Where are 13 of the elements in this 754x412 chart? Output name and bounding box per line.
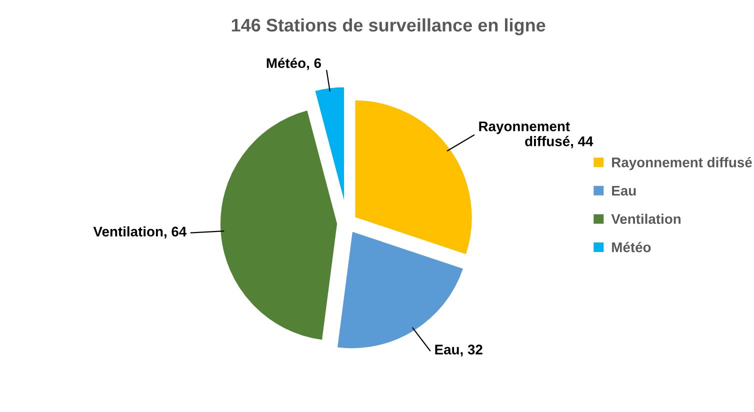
data-label: , 64 <box>164 226 187 239</box>
legend-label: Ventilation <box>611 214 680 224</box>
legend-label: Eau <box>612 186 636 196</box>
slice-label: Météo <box>266 58 306 68</box>
legend-label: Météo <box>612 242 651 252</box>
slice-label: Rayonnement diffusé <box>479 122 570 146</box>
data-label: , 6 <box>306 58 321 70</box>
legend-label: Rayonnement diffusé <box>612 157 752 170</box>
data-label: , 44 <box>571 136 594 148</box>
slice-label: Ventilation <box>93 226 163 237</box>
data-label: , 32 <box>460 344 482 357</box>
slice-label: Eau <box>435 344 459 354</box>
chart-title: 146 Stations de surveillance en ligne <box>232 18 546 36</box>
